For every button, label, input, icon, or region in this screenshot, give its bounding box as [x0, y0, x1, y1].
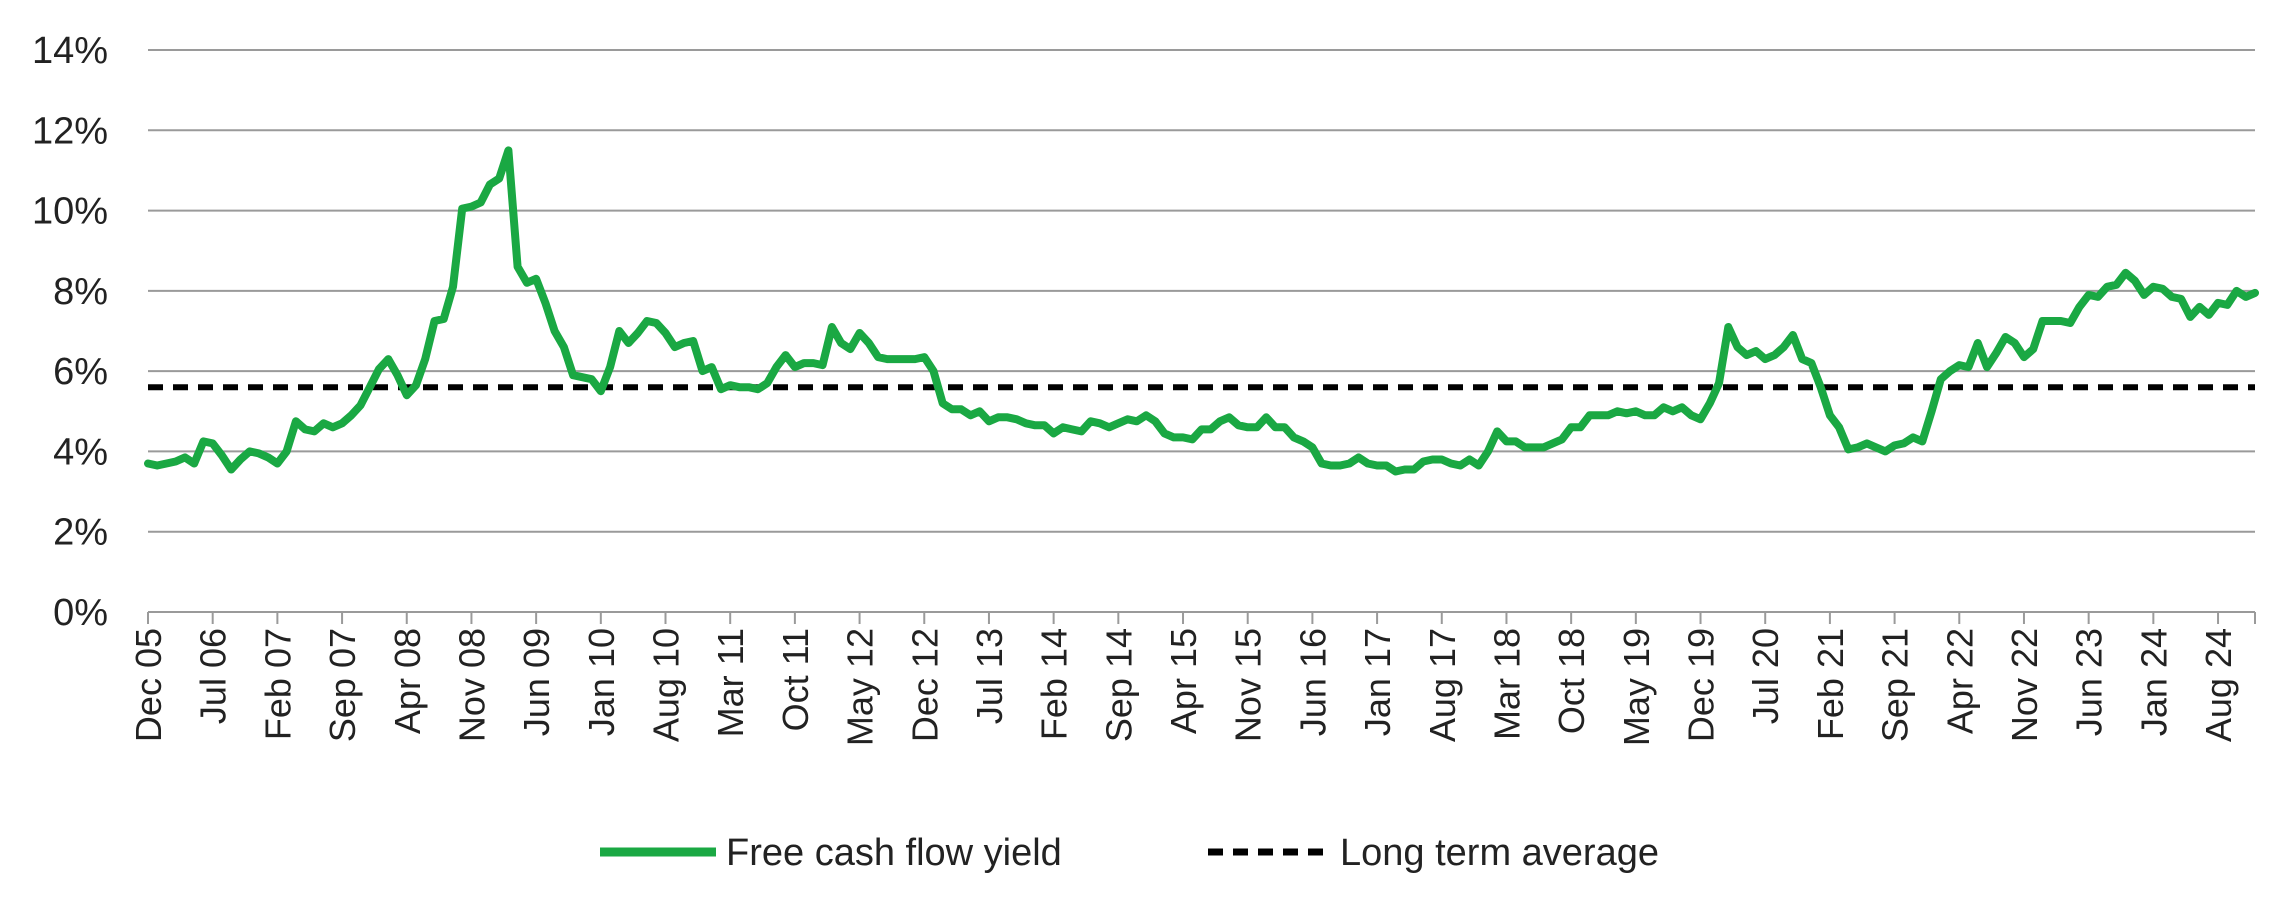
x-tick-label: Aug 10: [646, 628, 687, 742]
x-tick-label: Jun 16: [1292, 628, 1333, 736]
x-tick-label: Jul 13: [969, 628, 1010, 724]
x-tick-label: Oct 11: [775, 628, 816, 731]
y-tick-label: 0%: [53, 592, 108, 634]
x-tick-label: Feb 07: [257, 628, 298, 740]
x-tick-label: Feb 21: [1810, 628, 1851, 740]
x-tick-label: Jun 23: [2069, 628, 2110, 736]
x-tick-label: Jan 17: [1357, 628, 1398, 736]
x-tick-label: May 12: [840, 628, 881, 746]
x-tick-label: Mar 11: [710, 628, 751, 737]
series-line-free-cash-flow-yield: [144, 146, 2259, 476]
y-tick-label: 6%: [53, 351, 108, 393]
y-axis-ticks: 0% 2% 4% 6% 8% 10% 12% 14%: [32, 30, 108, 634]
x-tick-label: Nov 15: [1228, 628, 1269, 742]
x-tick-label: Sep 14: [1098, 628, 1139, 742]
x-tick-label: Dec 05: [128, 628, 169, 742]
x-tick-label: Aug 17: [1422, 628, 1463, 742]
x-tick-label: Oct 18: [1551, 628, 1592, 734]
x-tick-label: Jun 09: [516, 628, 557, 736]
y-tick-label: 14%: [32, 30, 108, 72]
y-tick-label: 4%: [53, 431, 108, 473]
x-tick-label: Dec 19: [1681, 628, 1722, 742]
x-tick-label: Feb 14: [1034, 628, 1075, 740]
x-tick-label: Jan 10: [581, 628, 622, 736]
x-axis: Dec 05 Jul 06 Feb 07 Sep 07 Apr 08 Nov 08 Jun …: [128, 611, 2256, 746]
y-tick-label: 2%: [53, 512, 108, 554]
x-tick-label: Dec 12: [904, 628, 945, 742]
x-tick-label: Apr 08: [387, 628, 428, 734]
x-tick-label: Apr 15: [1163, 628, 1204, 734]
x-tick-label: Nov 08: [451, 628, 492, 742]
gridlines: [148, 49, 2255, 533]
x-tick-label: May 19: [1616, 628, 1657, 746]
legend-label-long-term-average: Long term average: [1340, 832, 1659, 874]
x-tick-label: Jan 24: [2133, 628, 2174, 736]
y-tick-label: 10%: [32, 191, 108, 233]
y-tick-label: 8%: [53, 271, 108, 313]
x-tick-label: Jul 20: [1745, 628, 1786, 724]
legend-label-free-cash-flow-yield: Free cash flow yield: [726, 832, 1062, 874]
x-tick-label: Aug 24: [2198, 628, 2239, 742]
y-tick-label: 12%: [32, 110, 108, 152]
series-layer: [144, 146, 2259, 476]
x-tick-label: Jul 06: [193, 628, 234, 724]
x-tick-label: Nov 22: [2004, 628, 2045, 742]
x-tick-label: Sep 21: [1875, 628, 1916, 742]
x-tick-label: Apr 22: [1939, 628, 1980, 734]
legend: Free cash flow yield Long term average: [600, 832, 1659, 874]
x-tick-label: Mar 18: [1486, 628, 1527, 740]
x-tick-label: Sep 07: [322, 628, 363, 742]
